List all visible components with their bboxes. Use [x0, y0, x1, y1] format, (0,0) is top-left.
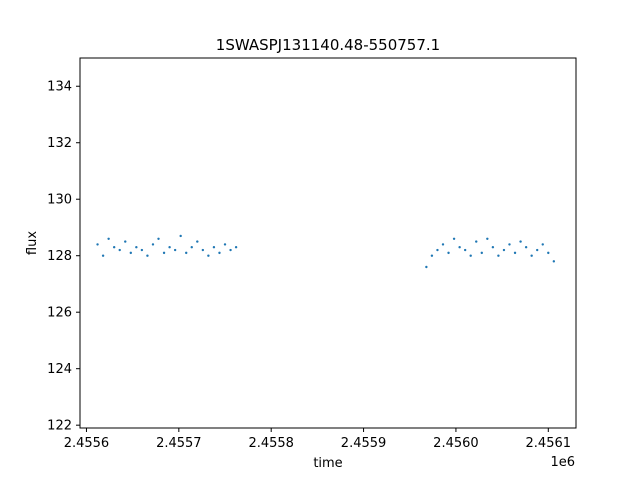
data-point [112, 246, 116, 249]
data-point [486, 237, 489, 240]
data-point [229, 248, 232, 252]
plot-area-frame [79, 57, 577, 429]
x-tick-label: 2.4557 [156, 436, 202, 451]
data-point [218, 251, 221, 255]
data-point [140, 248, 144, 252]
data-point [491, 246, 495, 249]
x-tick-label: 2.4558 [248, 436, 294, 451]
data-point [135, 246, 138, 249]
data-point [185, 251, 188, 255]
data-point [207, 254, 210, 257]
x-axis-label: time [313, 456, 342, 471]
data-point [146, 254, 149, 257]
data-point [129, 251, 133, 255]
data-point [519, 240, 522, 243]
data-point [530, 254, 533, 257]
data-point [541, 243, 544, 246]
data-point [497, 254, 500, 257]
x-tick-label: 2.4559 [341, 436, 387, 451]
data-point [513, 251, 517, 255]
chart-title: 1SWASPJ131140.48-550757.1 [216, 36, 440, 54]
data-point [196, 240, 199, 243]
data-point [480, 251, 483, 255]
data-point [96, 243, 99, 246]
x-tick-label: 2.4560 [433, 436, 479, 451]
data-point [536, 248, 539, 252]
data-point [157, 237, 160, 240]
data-point [173, 248, 177, 252]
data-point [179, 234, 182, 238]
data-point [201, 248, 205, 252]
x-tick-label: 2.4556 [64, 436, 110, 451]
data-point [101, 254, 105, 257]
data-point [436, 248, 439, 252]
x-axis-offset-label: 1e6 [550, 455, 575, 470]
y-tick-label: 122 [47, 419, 72, 434]
data-point [212, 246, 216, 249]
data-point [124, 240, 127, 243]
y-tick-label: 128 [47, 249, 72, 264]
y-axis-ticks: 122 124 126 128 130 132 134 [47, 80, 80, 434]
y-tick-label: 134 [47, 80, 72, 95]
y-axis-label: flux [25, 231, 40, 255]
data-point [475, 240, 478, 243]
data-point [508, 243, 511, 246]
data-point [524, 246, 528, 249]
data-point [463, 248, 467, 252]
data-point [107, 237, 110, 240]
data-point [502, 248, 506, 252]
y-tick-label: 132 [47, 136, 72, 151]
data-point [223, 243, 227, 246]
data-point [168, 246, 171, 249]
data-point [234, 246, 238, 249]
data-point [151, 243, 155, 246]
data-point [547, 251, 550, 255]
data-point [447, 251, 450, 255]
scatter-points [96, 234, 556, 269]
y-tick-label: 130 [47, 193, 72, 208]
data-point [469, 254, 472, 257]
x-axis-ticks: 2.4556 2.4557 2.4558 2.4559 2.4560 2.4561 [64, 428, 571, 451]
data-point [441, 243, 445, 246]
data-point [425, 265, 428, 269]
x-tick-label: 2.4561 [526, 436, 572, 451]
data-point [430, 254, 434, 257]
data-point [190, 246, 193, 249]
y-tick-label: 124 [47, 362, 72, 377]
data-point [452, 237, 456, 240]
data-point [118, 248, 121, 252]
data-point [552, 260, 556, 263]
data-point [162, 251, 166, 255]
data-point [458, 246, 461, 249]
y-tick-label: 126 [47, 306, 72, 321]
